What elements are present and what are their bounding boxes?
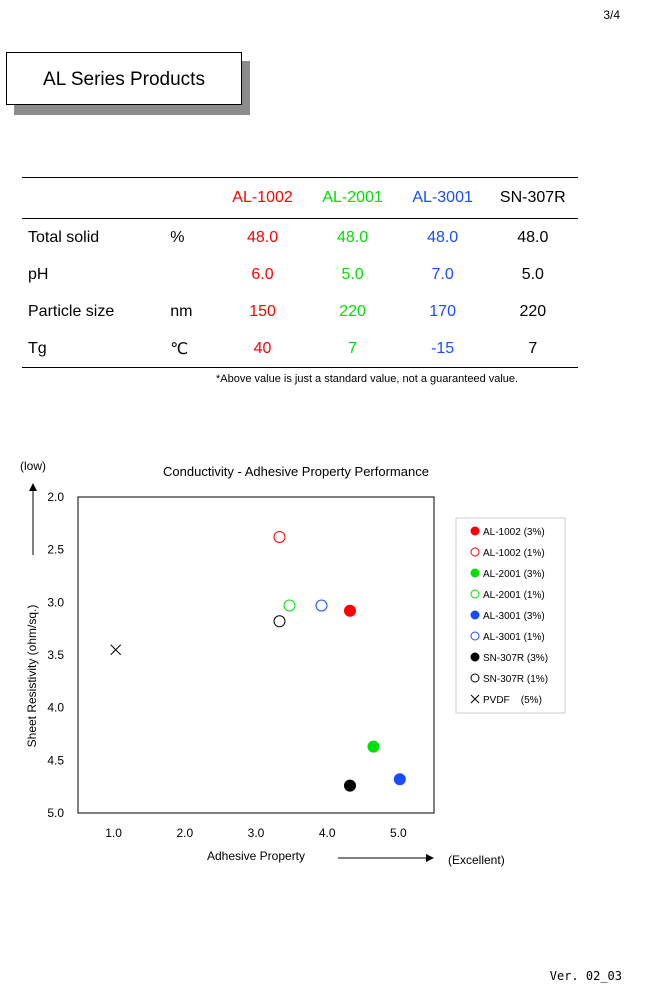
row-label: Tg bbox=[28, 339, 47, 357]
legend-marker bbox=[470, 652, 480, 662]
data-point bbox=[367, 740, 380, 753]
legend-label: SN-307R (1%) bbox=[483, 674, 548, 685]
data-point bbox=[343, 779, 356, 792]
legend-marker bbox=[470, 610, 480, 620]
footnote: *Above value is just a standard value, n… bbox=[216, 373, 519, 385]
table-header-al3001: AL-3001 bbox=[412, 189, 473, 206]
y-tick-label: 3.5 bbox=[47, 648, 64, 662]
y-arrow-head bbox=[29, 483, 37, 491]
legend-marker bbox=[470, 589, 480, 599]
y-tick-label: 5.0 bbox=[47, 806, 64, 820]
y-tick-label: 2.5 bbox=[47, 543, 64, 557]
legend-label: AL-2001 (3%) bbox=[483, 569, 545, 580]
legend-label: SN-307R (3%) bbox=[483, 653, 548, 664]
x-tick-label: 1.0 bbox=[105, 826, 122, 840]
data-point bbox=[315, 599, 328, 612]
x-annotation: (Excellent) bbox=[448, 853, 505, 867]
title-box: AL Series Products bbox=[6, 52, 242, 105]
y-annotation: (low) bbox=[20, 459, 46, 473]
legend-label: PVDF (5%) bbox=[483, 695, 542, 706]
legend-label: AL-1002 (1%) bbox=[483, 548, 545, 559]
table-header-sn307r: SN-307R bbox=[499, 189, 566, 206]
x-tick-labels: 1.0 2.0 3.0 4.0 5.0 bbox=[105, 826, 407, 840]
row-label: pH bbox=[28, 265, 49, 283]
page-title: AL Series Products bbox=[43, 69, 205, 90]
x-tick-label: 3.0 bbox=[248, 826, 265, 840]
x-tick-label: 2.0 bbox=[176, 826, 193, 840]
table-row: Particle size nm 150 220 170 220 bbox=[22, 293, 578, 330]
row-unit: % bbox=[170, 228, 185, 246]
y-tick-labels: 2.0 2.5 3.0 3.5 4.0 4.5 5.0 bbox=[47, 490, 64, 820]
y-tick-label: 2.0 bbox=[47, 490, 64, 504]
table-header-label bbox=[22, 178, 170, 219]
x-tick-label: 4.0 bbox=[319, 826, 336, 840]
table-row: pH 6.0 5.0 7.0 5.0 bbox=[22, 256, 578, 293]
cell-sn307r: 48.0 bbox=[517, 228, 549, 246]
data-point bbox=[283, 599, 296, 612]
cell-al1002: 40 bbox=[253, 339, 272, 357]
row-unit: nm bbox=[170, 302, 193, 320]
row-label: Particle size bbox=[28, 302, 115, 320]
cell-al1002: 48.0 bbox=[246, 228, 279, 246]
row-label: Total solid bbox=[28, 228, 100, 246]
cell-al2001: 220 bbox=[339, 302, 366, 320]
y-axis-label: Sheet Resistivity (ohm/sq.) bbox=[25, 605, 39, 748]
cell-al2001: 5.0 bbox=[341, 265, 364, 283]
cell-al3001: -15 bbox=[431, 339, 455, 357]
legend-marker bbox=[470, 568, 480, 578]
y-tick-label: 3.0 bbox=[47, 595, 64, 609]
legend-label: AL-1002 (3%) bbox=[483, 527, 545, 538]
legend-marker bbox=[470, 526, 480, 536]
data-points bbox=[110, 531, 406, 792]
spec-table: AL-1002 AL-2001 AL-3001 SN-307R Total so… bbox=[22, 177, 578, 368]
x-axis-label: Adhesive Property bbox=[207, 849, 305, 863]
cell-sn307r: 7 bbox=[528, 339, 538, 357]
legend-label: AL-3001 (1%) bbox=[483, 632, 545, 643]
x-arrow-head bbox=[426, 854, 434, 862]
cell-sn307r: 5.0 bbox=[521, 265, 544, 283]
legend-marker bbox=[470, 673, 480, 683]
row-unit bbox=[170, 256, 217, 293]
legend: AL-1002 (3%) AL-1002 (1%) AL-2001 (3%) AL-2… bbox=[470, 526, 548, 706]
cell-al2001: 7 bbox=[348, 339, 358, 357]
cell-al2001: 48.0 bbox=[337, 228, 369, 246]
y-tick-label: 4.0 bbox=[47, 701, 64, 715]
chart-title: Conductivity - Adhesive Property Perform… bbox=[163, 464, 429, 479]
legend-marker bbox=[470, 694, 480, 704]
data-point bbox=[273, 615, 286, 628]
y-tick-label: 4.5 bbox=[47, 753, 64, 767]
legend-label: AL-2001 (1%) bbox=[483, 590, 545, 601]
legend-marker bbox=[470, 547, 480, 557]
table-header-al2001: AL-2001 bbox=[322, 189, 383, 206]
table-header-row: AL-1002 AL-2001 AL-3001 SN-307R bbox=[22, 177, 578, 219]
cell-al3001: 7.0 bbox=[431, 265, 454, 283]
table-row: Total solid % 48.0 48.0 48.0 48.0 bbox=[22, 219, 578, 257]
page-number: 3/4 bbox=[603, 8, 620, 22]
version-label: Ver. 02_03 bbox=[549, 969, 622, 983]
data-point bbox=[393, 773, 406, 786]
table-header-unit bbox=[170, 178, 217, 219]
data-point bbox=[110, 644, 122, 656]
data-point bbox=[343, 604, 356, 617]
legend-label: AL-3001 (3%) bbox=[483, 611, 545, 622]
data-point bbox=[273, 531, 286, 544]
cell-al3001: 170 bbox=[429, 302, 456, 320]
row-unit: ℃ bbox=[170, 340, 189, 358]
x-tick-label: 5.0 bbox=[390, 826, 407, 840]
plot-area bbox=[77, 496, 435, 814]
legend-marker bbox=[470, 631, 480, 641]
scatter-chart: Conductivity - Adhesive Property Perform… bbox=[20, 459, 566, 867]
table-header-al1002: AL-1002 bbox=[232, 189, 293, 206]
cell-al3001: 48.0 bbox=[427, 228, 459, 246]
cell-al1002: 6.0 bbox=[251, 265, 274, 283]
table-row: Tg ℃ 40 7 -15 7 bbox=[22, 330, 578, 368]
cell-sn307r: 220 bbox=[519, 302, 547, 320]
cell-al1002: 150 bbox=[249, 302, 276, 320]
